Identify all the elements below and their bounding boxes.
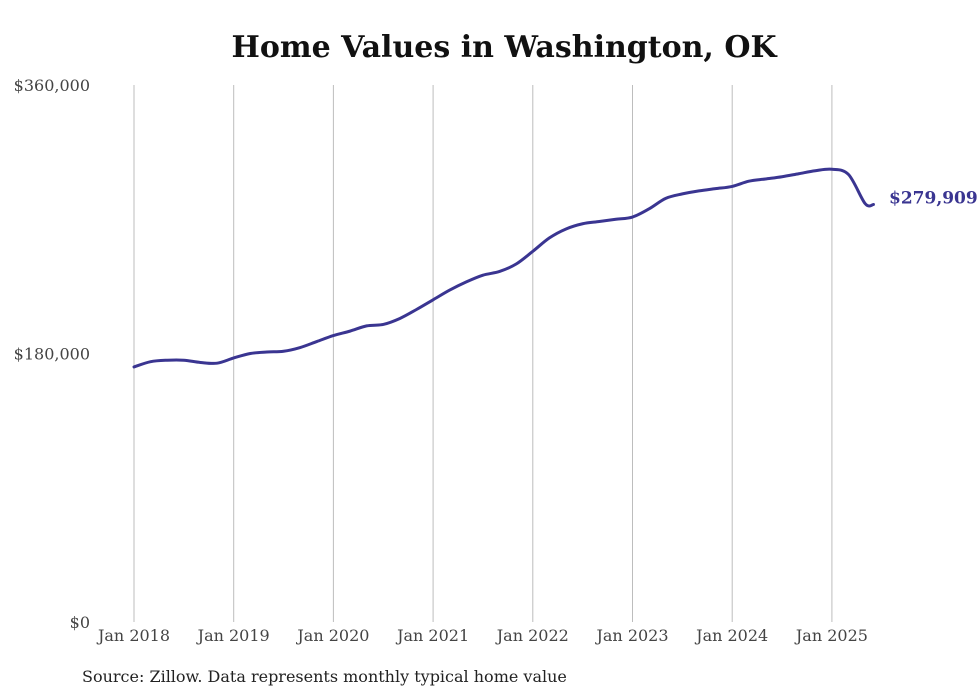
x-gridlines [133, 85, 833, 622]
home-value-line [132, 167, 875, 369]
y-tick-label: $360,000 [14, 76, 90, 95]
y-axis-ticks: $0 $180,000 $360,000 [14, 76, 90, 632]
y-tick-label: $0 [70, 613, 90, 632]
x-tick-label: Jan 2019 [196, 626, 270, 645]
x-tick-label: Jan 2024 [694, 626, 768, 645]
end-value-label: $279,909 [889, 188, 978, 208]
x-tick-label: Jan 2020 [295, 626, 369, 645]
x-tick-label: Jan 2021 [395, 626, 469, 645]
x-axis-ticks: Jan 2018 Jan 2019 Jan 2020 Jan 2021 Jan 2022… [96, 626, 868, 645]
chart-title: Home Values in Washington, OK [231, 30, 777, 65]
x-tick-label: Jan 2018 [96, 626, 170, 645]
y-tick-label: $180,000 [14, 345, 90, 364]
x-tick-label: Jan 2023 [594, 626, 668, 645]
source-note: Source: Zillow. Data represents monthly … [82, 667, 567, 686]
x-tick-label: Jan 2025 [794, 626, 868, 645]
x-tick-label: Jan 2022 [495, 626, 569, 645]
